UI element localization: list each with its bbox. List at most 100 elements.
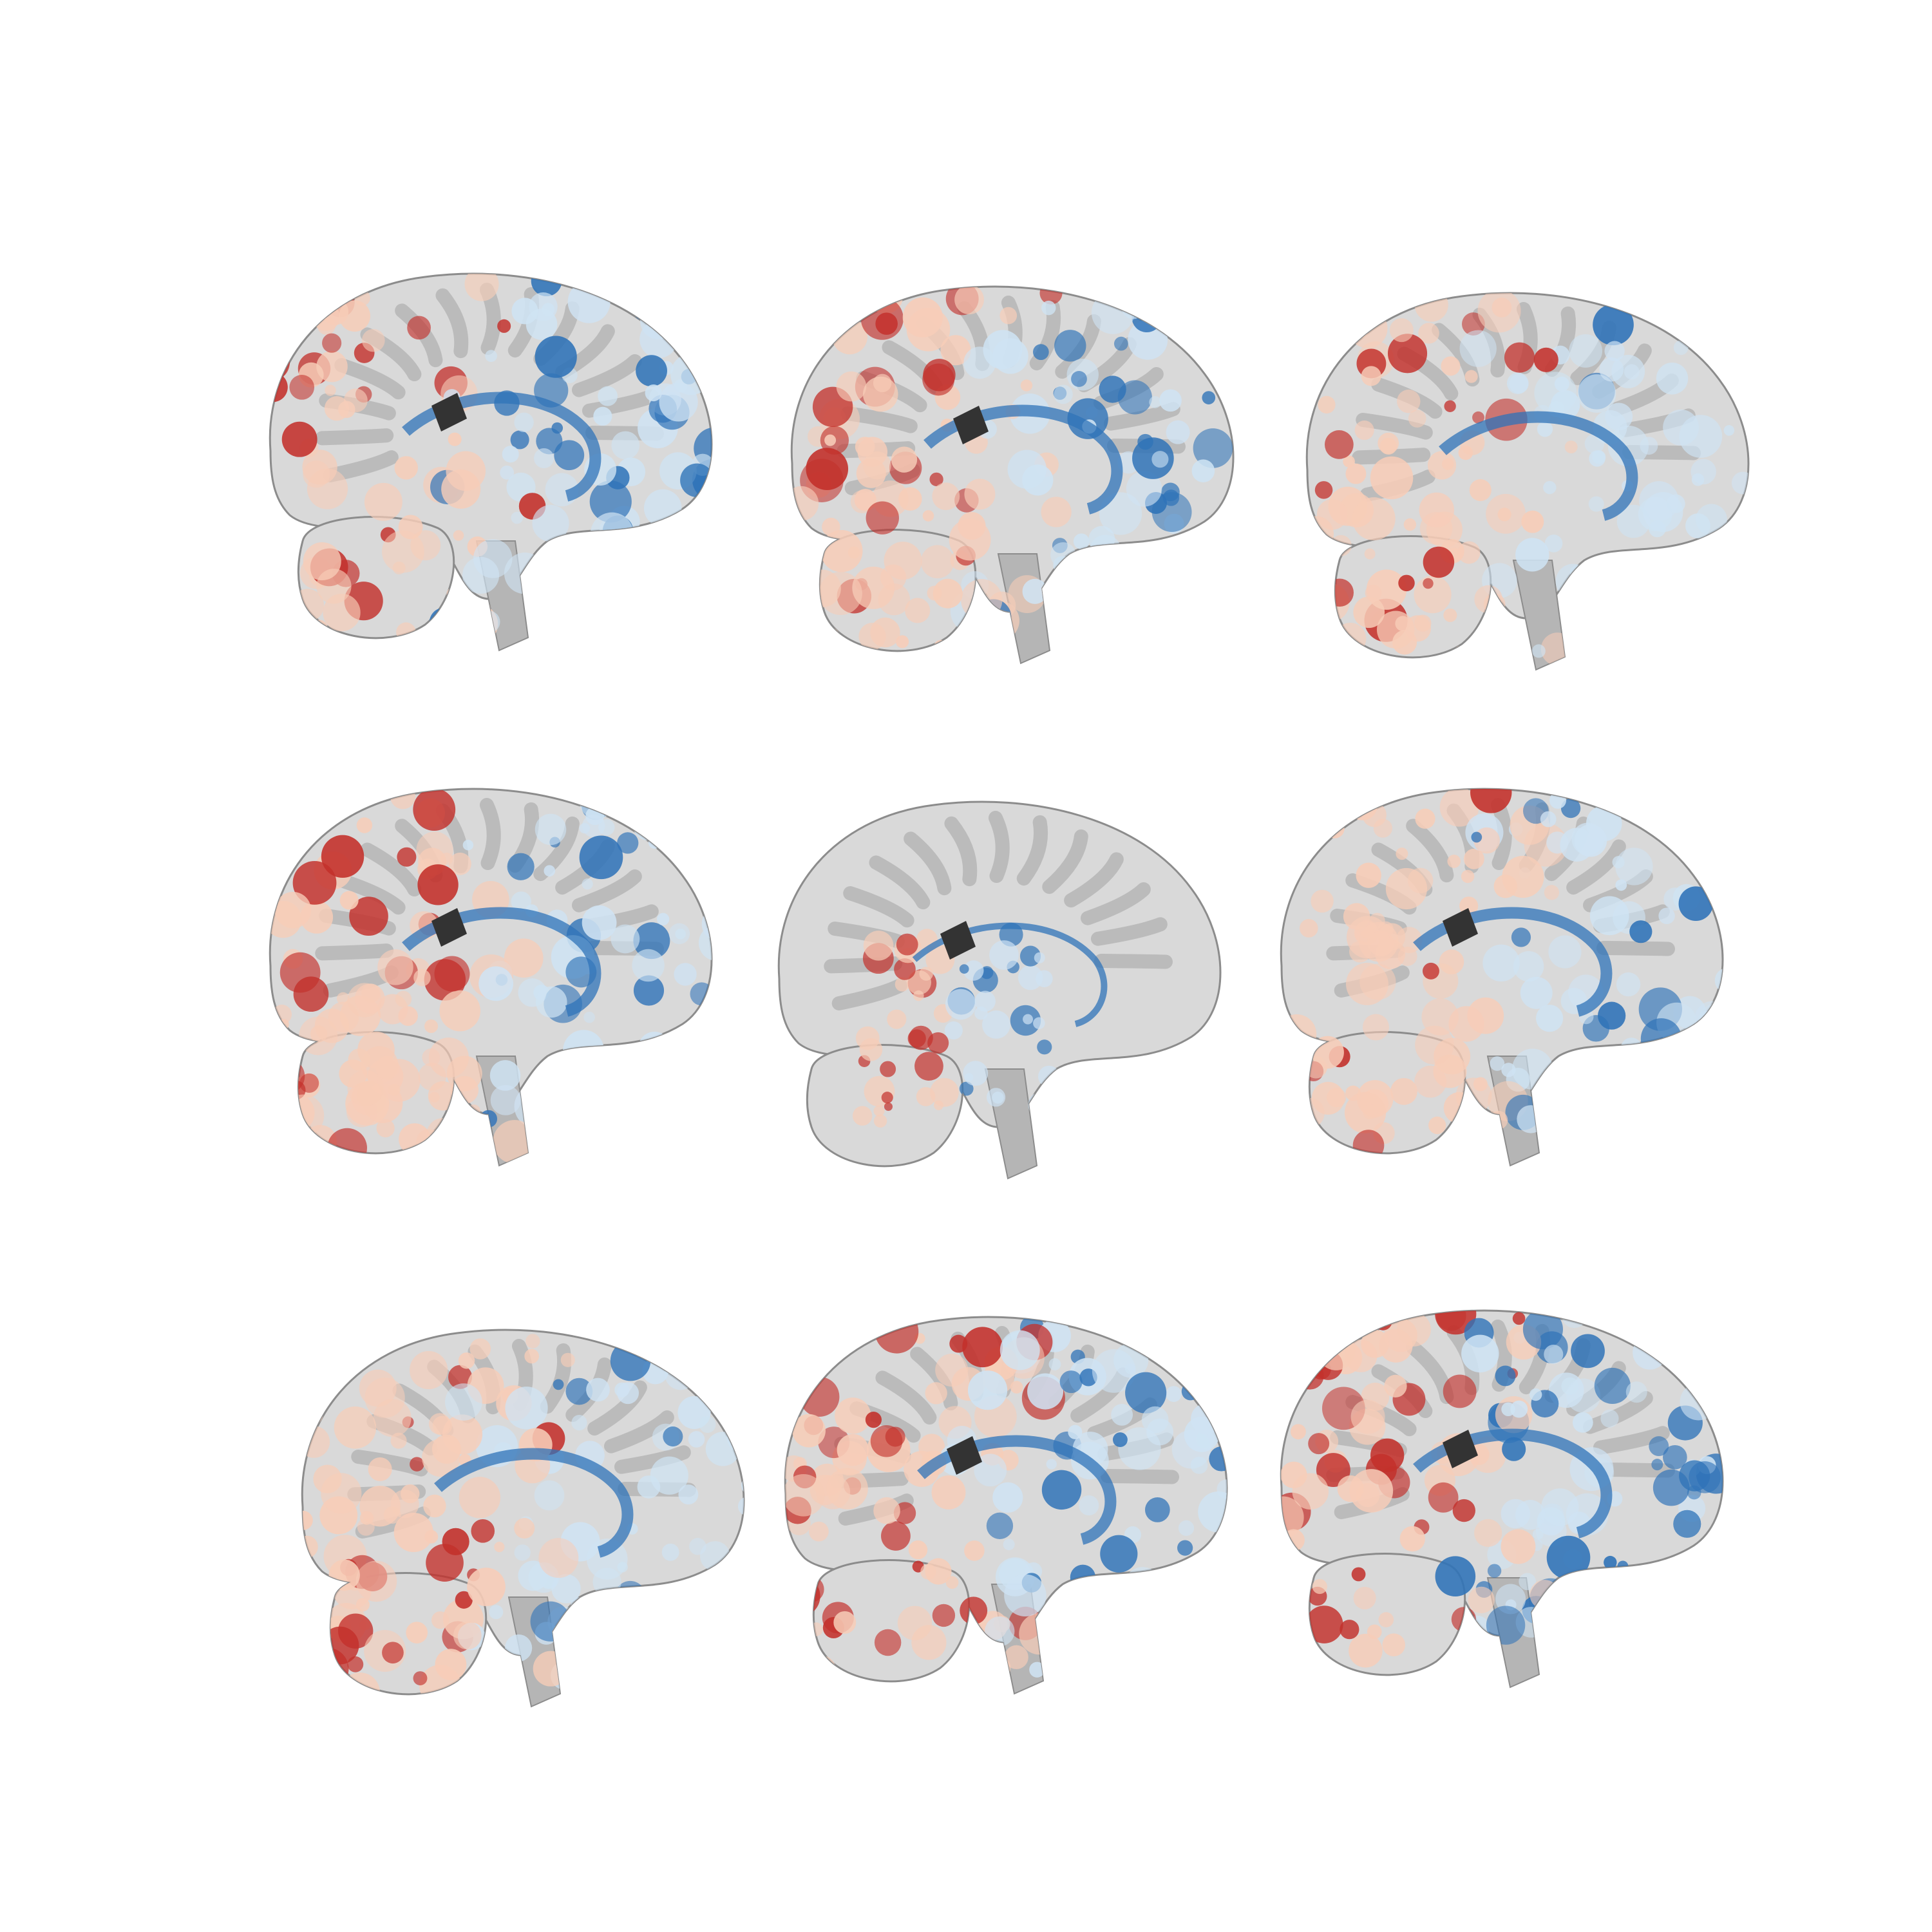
activation-blob — [905, 598, 931, 623]
activation-blob — [785, 1605, 813, 1643]
activation-blob — [874, 1629, 902, 1656]
activation-blob — [1510, 1400, 1528, 1418]
activation-blob — [1615, 848, 1653, 886]
activation-blob — [1665, 1065, 1683, 1081]
activation-blob — [1217, 1651, 1227, 1669]
activation-blob — [1353, 1586, 1376, 1610]
activation-blob — [639, 320, 678, 359]
activation-blob — [1159, 389, 1182, 412]
activation-blob — [1399, 1526, 1425, 1552]
activation-blob — [932, 482, 960, 511]
activation-blob — [1294, 1097, 1325, 1128]
activation-blob — [1010, 1381, 1023, 1394]
activation-blob — [935, 1353, 969, 1387]
activation-blob — [682, 1086, 700, 1104]
activation-blob — [832, 296, 849, 313]
activation-blob — [1533, 347, 1558, 372]
activation-blob — [1361, 366, 1381, 386]
activation-blob — [1457, 541, 1481, 564]
activation-blob — [417, 864, 459, 905]
activation-blob — [1589, 1063, 1615, 1090]
activation-blob — [464, 274, 499, 301]
activation-blob — [1020, 379, 1033, 392]
activation-blob — [1517, 1105, 1545, 1133]
activation-blob — [852, 566, 895, 609]
activation-blob — [524, 1349, 539, 1364]
activation-blob — [659, 383, 698, 422]
activation-blob — [1281, 1580, 1302, 1616]
activation-blob — [870, 1425, 903, 1457]
activation-blob — [598, 819, 615, 836]
activation-blob — [1734, 609, 1748, 642]
activation-blob — [1444, 400, 1456, 412]
activation-blob — [1461, 869, 1475, 884]
activation-blob — [823, 292, 843, 312]
ventricle-dark — [1443, 1430, 1478, 1468]
activation-blob — [1427, 451, 1457, 480]
gyrus-fold — [315, 943, 394, 961]
activation-blob — [632, 949, 665, 982]
activation-blob — [1092, 1349, 1136, 1393]
activation-blob — [1029, 1662, 1045, 1678]
activation-blob — [641, 1609, 669, 1637]
activation-blob — [916, 1087, 936, 1106]
activation-blob — [617, 1382, 639, 1405]
activation-blob — [945, 1576, 959, 1589]
activation-blob — [1307, 516, 1334, 553]
activation-blob — [873, 374, 892, 393]
activation-blob — [1727, 547, 1747, 567]
gyrus-fold — [1566, 839, 1626, 895]
activation-blob — [826, 1468, 868, 1510]
brain-slice-svg — [269, 272, 713, 652]
activation-blob — [923, 359, 956, 392]
activation-blob — [514, 1544, 531, 1561]
activation-blob — [1184, 566, 1207, 589]
activation-blob — [1678, 886, 1714, 922]
activation-blob — [785, 1317, 797, 1333]
activation-blob — [1307, 367, 1321, 389]
activation-blob — [310, 1025, 328, 1043]
activation-blob — [537, 591, 558, 612]
activation-blob — [1282, 1529, 1305, 1551]
activation-blob — [1502, 855, 1544, 898]
activation-blob — [1443, 608, 1457, 622]
activation-blob — [1113, 1651, 1128, 1665]
activation-blob — [1721, 831, 1723, 848]
activation-blob — [689, 1538, 706, 1555]
activation-blob — [1112, 1432, 1128, 1448]
activation-blob — [1482, 944, 1520, 982]
activation-blob — [1530, 1580, 1560, 1610]
activation-blob — [500, 465, 515, 480]
activation-blob — [1607, 425, 1649, 467]
activation-blob — [354, 290, 370, 306]
activation-blob — [321, 1473, 362, 1514]
activation-blob — [693, 816, 712, 847]
activation-blob — [645, 1048, 676, 1080]
brain-slice-svg — [790, 285, 1235, 665]
activation-blob — [1212, 1587, 1226, 1600]
activation-blob — [514, 1518, 535, 1539]
activation-blob — [1178, 1520, 1195, 1536]
activation-blob — [302, 450, 337, 485]
activation-blob — [1659, 1059, 1671, 1070]
activation-blob — [785, 1650, 824, 1691]
activation-blob — [1544, 535, 1563, 553]
activation-blob — [1574, 824, 1607, 857]
activation-blob — [1282, 789, 1320, 813]
activation-blob — [1575, 1592, 1596, 1613]
activation-blob — [1572, 1412, 1593, 1433]
activation-blob — [661, 1543, 679, 1561]
activation-blob — [1073, 533, 1090, 550]
activation-blob — [967, 1370, 1008, 1410]
brain-slice-r2c3 — [1256, 753, 1758, 1191]
activation-blob — [855, 1026, 880, 1050]
activation-blob — [896, 933, 918, 956]
activation-blob — [1467, 997, 1504, 1034]
activation-blob — [328, 1559, 360, 1591]
activation-blob — [586, 1378, 610, 1402]
activation-blob — [1384, 1374, 1407, 1397]
activation-blob — [1397, 389, 1421, 413]
activation-blob — [1390, 1077, 1417, 1105]
activation-blob — [1656, 1054, 1696, 1094]
activation-blob — [1717, 1062, 1723, 1084]
